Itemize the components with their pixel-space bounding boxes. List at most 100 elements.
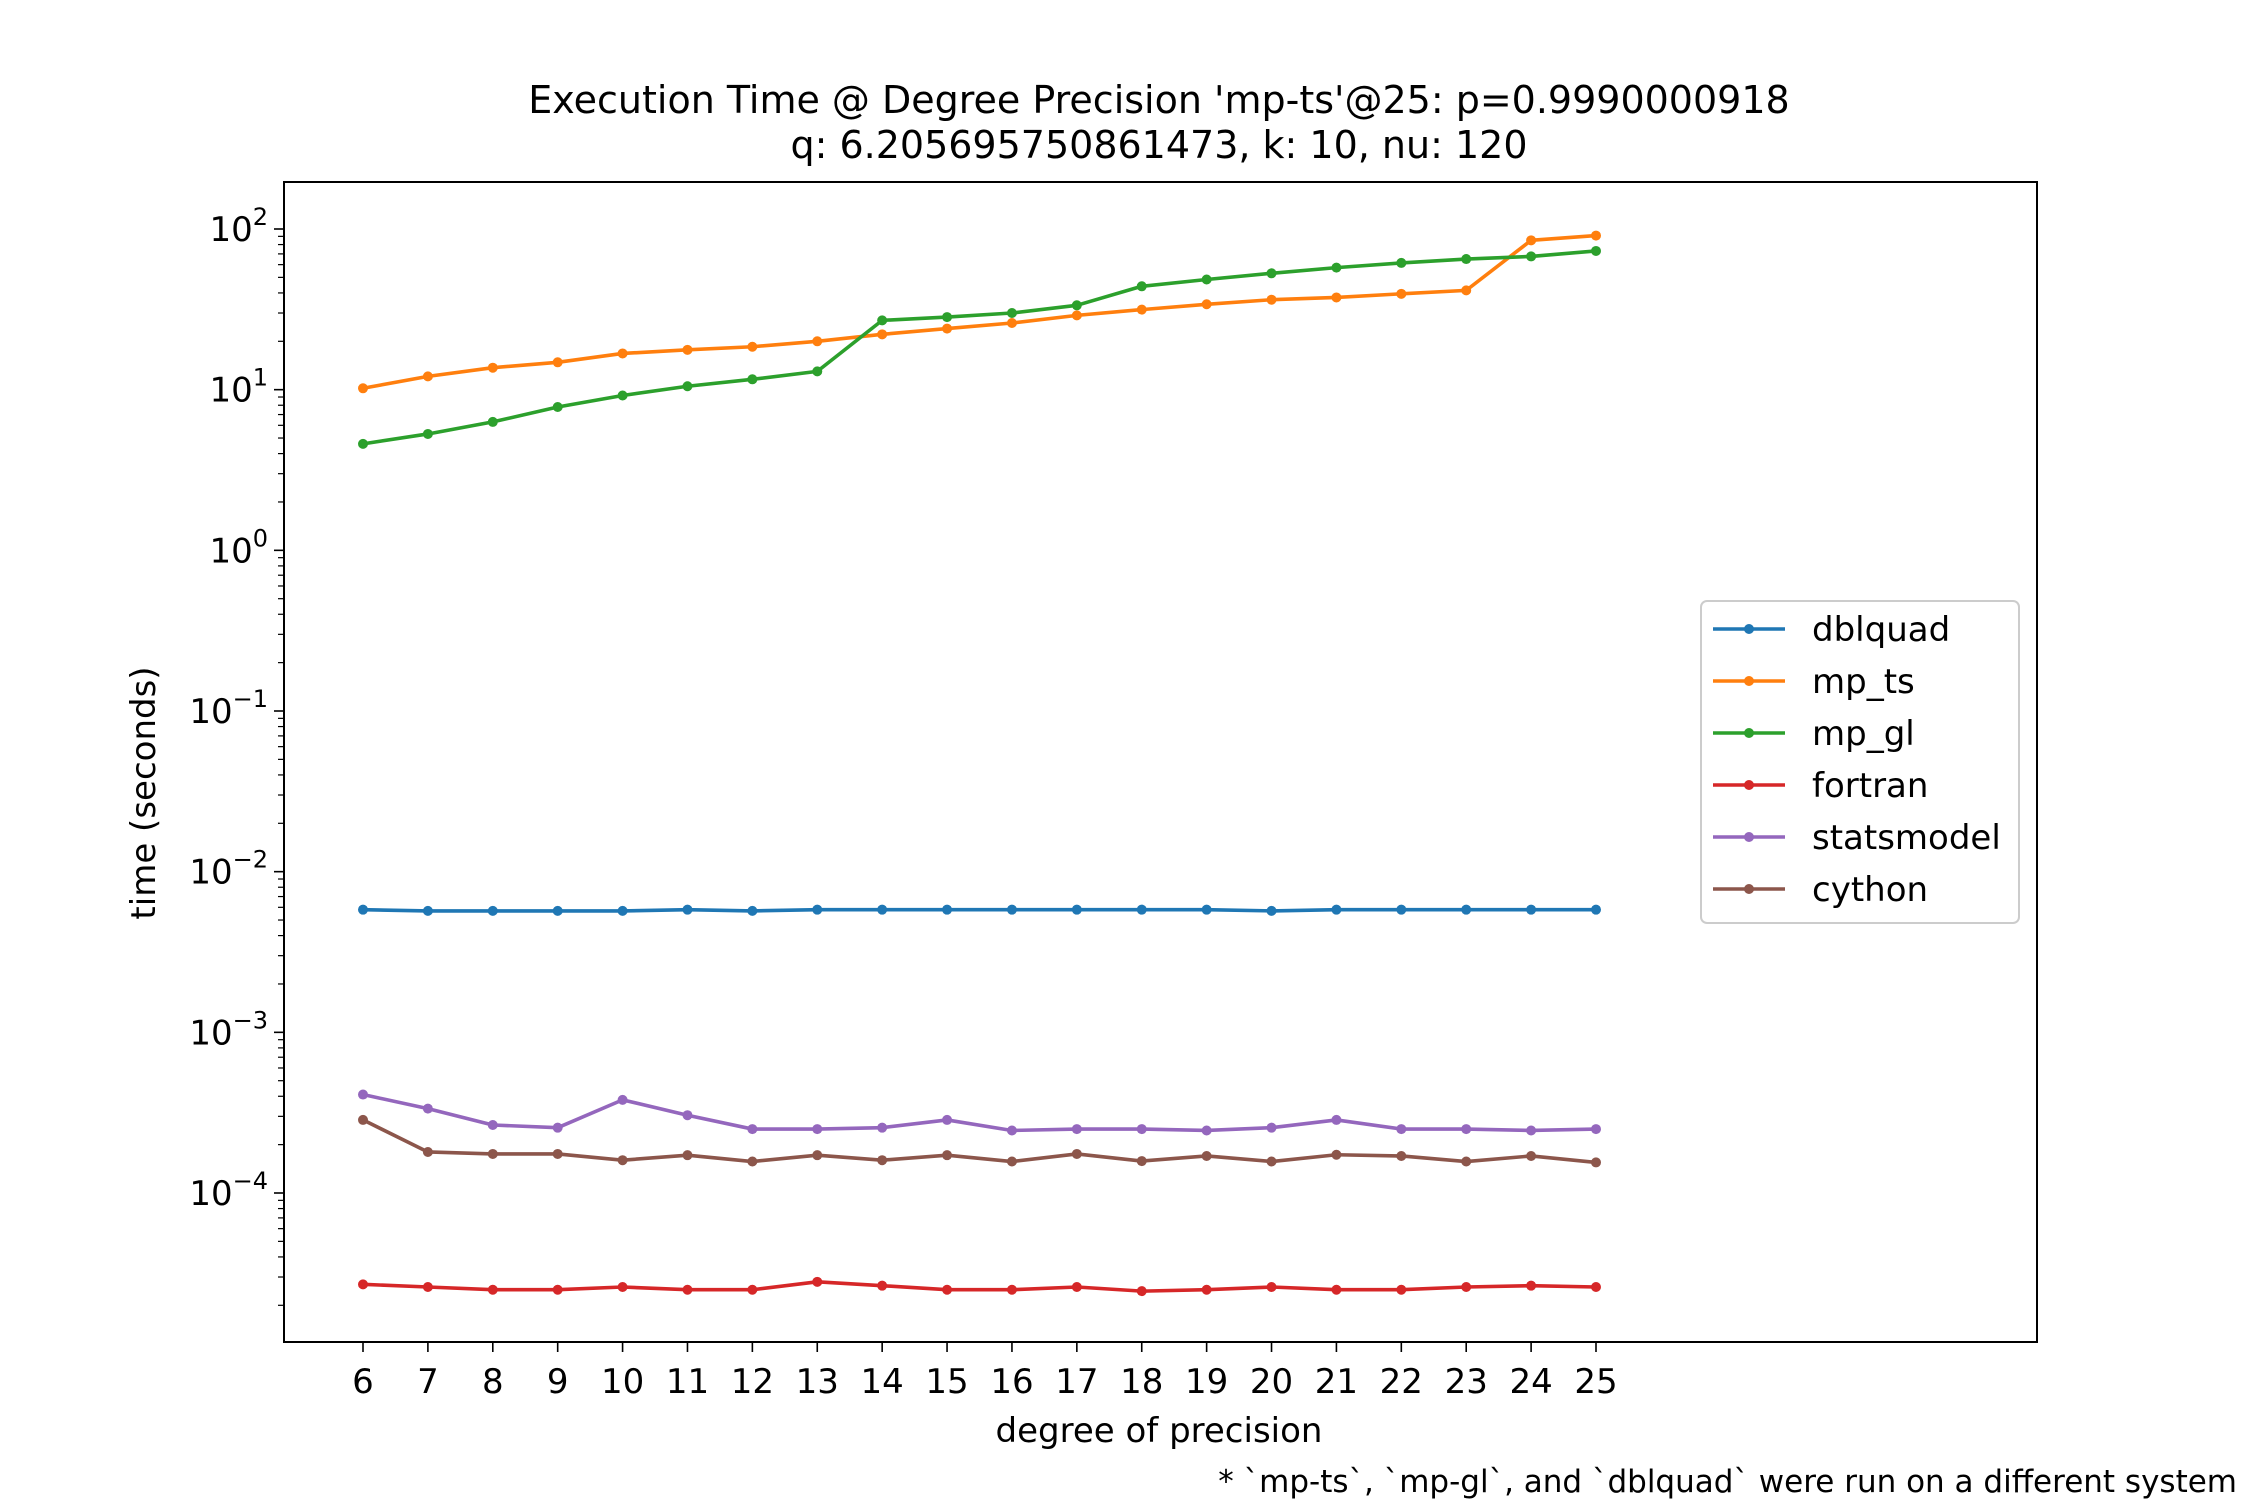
data-point-dblquad [617, 905, 628, 916]
data-point-fortran [1461, 1281, 1472, 1292]
x-tick-label: 14 [861, 1362, 904, 1402]
data-point-mp_ts [1526, 235, 1537, 246]
data-point-mp_gl [552, 402, 563, 413]
data-point-mp_gl [877, 315, 888, 326]
series-line-mp_ts [362, 233, 1597, 391]
data-point-fortran [552, 1284, 563, 1295]
data-point-mp_gl [1201, 274, 1212, 285]
x-tick-label: 21 [1315, 1362, 1358, 1402]
data-point-mp_ts [1201, 299, 1212, 310]
data-point-dblquad [552, 905, 563, 916]
y-tick-label: 10−3 [189, 1006, 268, 1053]
data-point-mp_ts [552, 357, 563, 368]
data-point-mp_gl [1071, 300, 1082, 311]
data-point-cython [422, 1146, 433, 1157]
data-point-statsmodel [358, 1089, 368, 1100]
x-tick-label: 23 [1445, 1362, 1488, 1402]
data-point-mp_gl [1136, 281, 1147, 292]
data-point-mp_ts [358, 383, 368, 394]
data-point-cython [942, 1150, 953, 1161]
legend-label-statsmodel: statsmodel [1812, 818, 2001, 858]
data-point-cython [358, 1114, 368, 1125]
data-point-cython [812, 1150, 823, 1161]
data-point-mp_ts [1006, 317, 1017, 328]
data-point-dblquad [1461, 904, 1472, 915]
data-point-mp_ts [1071, 310, 1082, 321]
data-point-fortran [617, 1281, 628, 1292]
y-tick-label: 101 [209, 364, 268, 411]
x-tick-label: 16 [990, 1362, 1033, 1402]
data-point-statsmodel [1526, 1125, 1537, 1136]
data-point-mp_gl [358, 438, 368, 449]
data-point-mp_gl [812, 366, 823, 377]
data-point-fortran [1201, 1284, 1212, 1295]
data-point-dblquad [1526, 904, 1537, 915]
data-point-cython [1331, 1149, 1342, 1160]
data-point-cython [682, 1150, 693, 1161]
legend-marker-mp_gl [1744, 728, 1754, 738]
data-point-fortran [1266, 1281, 1277, 1292]
data-point-dblquad [1396, 904, 1407, 915]
data-point-statsmodel [1396, 1124, 1407, 1135]
data-point-cython [747, 1156, 758, 1167]
data-point-fortran [747, 1284, 758, 1295]
series-line-fortran [362, 1280, 1597, 1293]
data-point-cython [1266, 1156, 1277, 1167]
data-point-mp_ts [1136, 304, 1147, 315]
data-point-statsmodel [552, 1122, 563, 1133]
data-point-dblquad [1006, 904, 1017, 915]
y-tick-label: 102 [209, 203, 268, 250]
data-point-statsmodel [1331, 1114, 1342, 1125]
legend-label-mp_gl: mp_gl [1812, 714, 1915, 754]
legend-marker-cython [1744, 884, 1754, 894]
legend-marker-mp_ts [1744, 676, 1754, 686]
series-line-statsmodel [362, 1092, 1597, 1133]
data-point-statsmodel [1136, 1124, 1147, 1135]
data-point-fortran [1591, 1281, 1601, 1292]
data-point-mp_gl [422, 428, 433, 439]
legend-marker-statsmodel [1744, 832, 1754, 842]
y-tick-label: 100 [209, 524, 268, 571]
x-tick-label: 13 [796, 1362, 839, 1402]
data-point-statsmodel [1461, 1124, 1472, 1135]
data-point-statsmodel [1201, 1125, 1212, 1136]
data-point-fortran [812, 1276, 823, 1287]
data-point-dblquad [1201, 904, 1212, 915]
x-tick-label: 22 [1380, 1362, 1423, 1402]
data-point-mp_gl [1526, 251, 1537, 262]
data-point-mp_ts [1266, 294, 1277, 305]
data-point-mp_ts [1396, 288, 1407, 299]
data-point-dblquad [487, 905, 498, 916]
data-point-mp_gl [1396, 257, 1407, 268]
data-point-mp_gl [1461, 254, 1472, 265]
data-point-fortran [358, 1279, 368, 1290]
x-tick-label: 12 [731, 1362, 774, 1402]
data-point-cython [1591, 1157, 1601, 1168]
series-line-mp_gl [362, 249, 1597, 446]
data-point-mp_gl [1266, 268, 1277, 279]
data-point-dblquad [812, 904, 823, 915]
y-tick-label: 10−1 [189, 685, 268, 732]
data-point-mp_gl [942, 312, 953, 323]
data-point-statsmodel [1266, 1122, 1277, 1133]
data-point-mp_gl [617, 390, 628, 401]
data-point-mp_ts [617, 348, 628, 359]
series-line-cython [362, 1118, 1597, 1165]
x-tick-label: 20 [1250, 1362, 1293, 1402]
x-tick-label: 18 [1120, 1362, 1163, 1402]
data-point-mp_ts [942, 323, 953, 334]
data-point-statsmodel [747, 1124, 758, 1135]
data-point-statsmodel [1071, 1124, 1082, 1135]
x-tick-label: 19 [1185, 1362, 1228, 1402]
legend-marker-dblquad [1744, 624, 1754, 634]
data-point-cython [1006, 1156, 1017, 1167]
data-point-mp_gl [1331, 262, 1342, 273]
legend-marker-fortran [1744, 780, 1754, 790]
x-tick-label: 6 [352, 1362, 374, 1402]
plot-frame [283, 181, 2038, 1343]
data-point-cython [487, 1148, 498, 1159]
x-tick-label: 15 [925, 1362, 968, 1402]
data-point-dblquad [1071, 904, 1082, 915]
data-point-dblquad [682, 904, 693, 915]
